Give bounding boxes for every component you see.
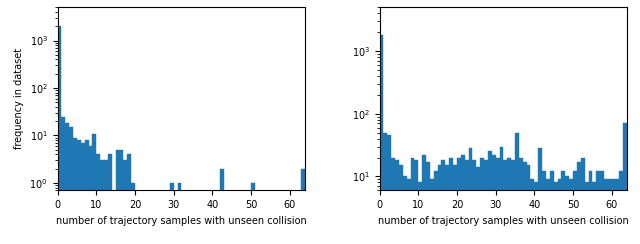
Bar xyxy=(399,165,403,244)
Bar xyxy=(531,179,534,244)
Bar xyxy=(465,160,468,244)
Bar xyxy=(511,160,515,244)
Bar xyxy=(616,179,620,244)
Bar xyxy=(61,117,65,244)
Bar xyxy=(77,140,81,244)
Bar xyxy=(387,135,391,244)
Bar xyxy=(116,150,120,244)
Bar xyxy=(124,160,127,244)
Bar xyxy=(426,162,430,244)
Bar xyxy=(430,179,434,244)
Bar xyxy=(414,160,419,244)
Bar xyxy=(468,148,472,244)
Bar xyxy=(251,183,255,244)
Bar xyxy=(472,160,476,244)
Bar xyxy=(434,172,438,244)
Bar xyxy=(488,152,492,244)
Bar xyxy=(406,179,410,244)
Bar xyxy=(623,123,627,244)
Bar xyxy=(600,172,604,244)
Bar xyxy=(577,162,580,244)
Bar xyxy=(584,183,589,244)
Bar xyxy=(442,160,445,244)
Bar xyxy=(419,183,422,244)
Bar xyxy=(523,162,527,244)
Bar xyxy=(550,172,554,244)
X-axis label: number of trajectory samples with unseen collision: number of trajectory samples with unseen… xyxy=(56,216,307,226)
Bar xyxy=(476,167,480,244)
Bar xyxy=(422,155,426,244)
Bar xyxy=(508,158,511,244)
Bar xyxy=(495,158,499,244)
Bar xyxy=(104,160,108,244)
Bar xyxy=(561,172,565,244)
Bar xyxy=(554,183,557,244)
Bar xyxy=(480,158,484,244)
Bar xyxy=(96,154,100,244)
Bar xyxy=(499,147,504,244)
Bar xyxy=(177,183,181,244)
X-axis label: number of trajectory samples with unseen collision: number of trajectory samples with unseen… xyxy=(378,216,628,226)
Bar xyxy=(92,133,96,244)
Bar xyxy=(542,172,546,244)
Bar xyxy=(69,127,73,244)
Bar xyxy=(449,158,453,244)
Bar xyxy=(100,160,104,244)
Bar xyxy=(492,155,495,244)
Bar xyxy=(596,172,600,244)
Bar xyxy=(457,158,461,244)
Bar xyxy=(395,160,399,244)
Bar xyxy=(589,172,593,244)
Bar xyxy=(220,169,224,244)
Bar xyxy=(557,179,561,244)
Bar xyxy=(445,165,449,244)
Bar xyxy=(127,154,131,244)
Bar xyxy=(565,176,569,244)
Bar xyxy=(569,179,573,244)
Bar xyxy=(573,172,577,244)
Bar xyxy=(484,160,488,244)
Bar xyxy=(410,158,414,244)
Bar xyxy=(453,165,457,244)
Bar xyxy=(534,183,538,244)
Bar xyxy=(81,143,84,244)
Bar xyxy=(593,183,596,244)
Bar xyxy=(515,133,519,244)
Bar xyxy=(88,146,92,244)
Bar xyxy=(527,165,531,244)
Bar xyxy=(391,158,395,244)
Bar xyxy=(120,150,124,244)
Bar xyxy=(301,169,305,244)
Bar xyxy=(403,176,406,244)
Bar xyxy=(170,183,173,244)
Bar xyxy=(608,179,612,244)
Bar xyxy=(131,183,135,244)
Bar xyxy=(519,158,523,244)
Bar xyxy=(380,35,383,244)
Bar xyxy=(546,179,550,244)
Bar xyxy=(108,154,112,244)
Bar xyxy=(504,160,508,244)
Bar xyxy=(383,133,387,244)
Y-axis label: frequency in dataset: frequency in dataset xyxy=(14,48,24,149)
Bar xyxy=(58,26,61,244)
Bar xyxy=(612,179,616,244)
Bar xyxy=(84,140,88,244)
Bar xyxy=(604,179,608,244)
Bar xyxy=(438,165,442,244)
Bar xyxy=(620,172,623,244)
Bar xyxy=(65,123,69,244)
Bar xyxy=(461,155,465,244)
Bar xyxy=(580,158,584,244)
Bar xyxy=(538,148,542,244)
Bar xyxy=(73,138,77,244)
